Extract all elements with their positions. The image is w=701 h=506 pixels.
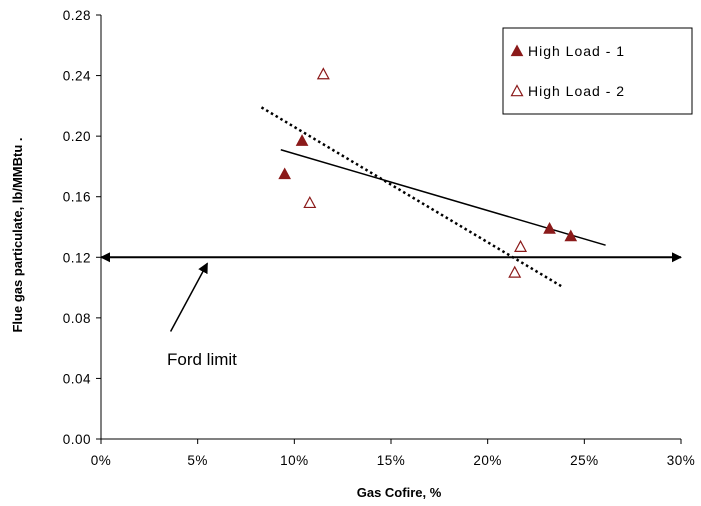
annotation: Ford limit — [167, 262, 237, 369]
y-tick-label: 0.16 — [63, 190, 91, 205]
data-point-series-1 — [564, 229, 578, 242]
legend-label-series-1: High Load - 1 — [528, 43, 625, 59]
data-point-series-2 — [514, 239, 528, 252]
legend-marker-series-1 — [510, 44, 524, 57]
y-tick-label: 0.04 — [63, 371, 91, 386]
annotation-text: Ford limit — [167, 350, 237, 369]
y-axis-title: Flue gas particulate, lb/MMBtu . — [10, 137, 25, 332]
data-point-series-2 — [303, 196, 317, 209]
trendline-series-1 — [280, 149, 606, 246]
data-point-series-2 — [316, 67, 330, 80]
legend-box — [502, 27, 693, 115]
legend: High Load - 1 High Load - 2 — [502, 27, 693, 115]
legend-label-series-2: High Load - 2 — [528, 83, 625, 99]
data-point-series-1 — [543, 221, 556, 234]
data-point-series-2 — [508, 265, 522, 278]
legend-marker-series-2 — [510, 84, 524, 97]
x-axis-title: Gas Cofire, % — [357, 485, 442, 500]
plot-area: 0.00 0.04 0.08 0.12 0.16 0.20 0.24 0.28 0% 5% 10%… — [63, 8, 696, 468]
trendline-series-2 — [260, 106, 562, 288]
x-tick-label: 30% — [667, 453, 696, 468]
x-tick-label: 10% — [280, 453, 309, 468]
x-axis: 0% 5% 10% 15% 20% 25% 30% — [91, 438, 696, 468]
y-tick-label: 0.00 — [63, 432, 91, 447]
y-tick-label: 0.08 — [63, 311, 91, 326]
y-tick-label: 0.28 — [63, 8, 91, 23]
y-tick-label: 0.12 — [63, 250, 91, 265]
annotation-arrow — [169, 262, 208, 332]
data-point-series-1 — [295, 134, 309, 146]
y-axis: 0.00 0.04 0.08 0.12 0.16 0.20 0.24 0.28 — [63, 8, 102, 447]
y-tick-label: 0.20 — [63, 129, 91, 144]
x-tick-label: 0% — [91, 453, 112, 468]
trendlines — [260, 106, 606, 288]
y-tick-label: 0.24 — [63, 69, 91, 84]
data-point-series-1 — [278, 167, 292, 180]
x-tick-label: 15% — [377, 453, 406, 468]
x-tick-label: 25% — [570, 453, 599, 468]
x-tick-label: 5% — [187, 453, 208, 468]
x-tick-label: 20% — [473, 453, 502, 468]
data-points — [278, 67, 578, 278]
